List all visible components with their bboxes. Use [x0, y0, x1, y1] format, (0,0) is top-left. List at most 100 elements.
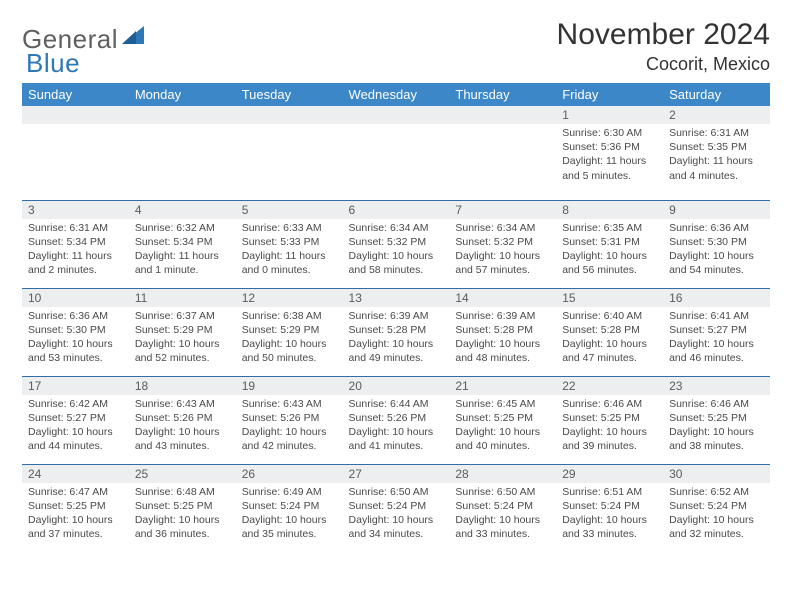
sunset-text: Sunset: 5:27 PM [669, 323, 764, 337]
daylight-text-2: and 44 minutes. [28, 439, 123, 453]
calendar-cell: 9Sunrise: 6:36 AMSunset: 5:30 PMDaylight… [663, 200, 770, 288]
calendar-cell: 6 Sunrise: 6:34 AMSunset: 5:32 PMDaylight… [343, 200, 450, 288]
daylight-text-1: Daylight: 10 hours [669, 513, 764, 527]
daylight-text-1: Daylight: 10 hours [135, 425, 230, 439]
cell-body: Sunrise: 6:51 AMSunset: 5:24 PMDaylight:… [556, 483, 663, 544]
sunset-text: Sunset: 5:24 PM [669, 499, 764, 513]
sunset-text: Sunset: 5:32 PM [349, 235, 444, 249]
day-number: 7 [449, 201, 556, 219]
weekday-saturday: Saturday [663, 83, 770, 106]
daylight-text-2: and 39 minutes. [562, 439, 657, 453]
calendar-cell: 11Sunrise: 6:37 AMSunset: 5:29 PMDayligh… [129, 288, 236, 376]
day-number: 21 [449, 377, 556, 395]
daylight-text-1: Daylight: 10 hours [242, 337, 337, 351]
weekday-thursday: Thursday [449, 83, 556, 106]
daylight-text-1: Daylight: 10 hours [455, 249, 550, 263]
day-number: 29 [556, 465, 663, 483]
title-block: November 2024 Cocorit, Mexico [557, 18, 770, 75]
cell-body: Sunrise: 6:52 AMSunset: 5:24 PMDaylight:… [663, 483, 770, 544]
calendar-cell: 23Sunrise: 6:46 AMSunset: 5:25 PMDayligh… [663, 376, 770, 464]
day-number: 8 [556, 201, 663, 219]
day-number: 9 [663, 201, 770, 219]
cell-body: Sunrise: 6:38 AMSunset: 5:29 PMDaylight:… [236, 307, 343, 368]
weekday-wednesday: Wednesday [343, 83, 450, 106]
cell-body: Sunrise: 6:37 AMSunset: 5:29 PMDaylight:… [129, 307, 236, 368]
daylight-text-2: and 32 minutes. [669, 527, 764, 541]
sunset-text: Sunset: 5:27 PM [28, 411, 123, 425]
sunrise-text: Sunrise: 6:42 AM [28, 397, 123, 411]
daylight-text-2: and 38 minutes. [669, 439, 764, 453]
weekday-row: Sunday Monday Tuesday Wednesday Thursday… [22, 83, 770, 106]
logo-text-blue-wrap: Blue [26, 48, 80, 79]
cell-body: Sunrise: 6:49 AMSunset: 5:24 PMDaylight:… [236, 483, 343, 544]
sunset-text: Sunset: 5:26 PM [135, 411, 230, 425]
day-number: 3 [22, 201, 129, 219]
calendar-cell: 16Sunrise: 6:41 AMSunset: 5:27 PMDayligh… [663, 288, 770, 376]
daylight-text-2: and 50 minutes. [242, 351, 337, 365]
sunset-text: Sunset: 5:34 PM [135, 235, 230, 249]
page: General November 2024 Cocorit, Mexico Bl… [0, 0, 792, 612]
day-number [22, 106, 129, 124]
daylight-text-2: and 36 minutes. [135, 527, 230, 541]
daylight-text-2: and 57 minutes. [455, 263, 550, 277]
daylight-text-1: Daylight: 10 hours [349, 249, 444, 263]
daylight-text-2: and 1 minute. [135, 263, 230, 277]
cell-body: Sunrise: 6:32 AMSunset: 5:34 PMDaylight:… [129, 219, 236, 280]
day-number: 17 [22, 377, 129, 395]
sunrise-text: Sunrise: 6:36 AM [28, 309, 123, 323]
location: Cocorit, Mexico [557, 54, 770, 75]
calendar-grid: Sunday Monday Tuesday Wednesday Thursday… [22, 83, 770, 552]
calendar-cell: 5Sunrise: 6:33 AMSunset: 5:33 PMDaylight… [236, 200, 343, 288]
day-number: 30 [663, 465, 770, 483]
sunset-text: Sunset: 5:30 PM [28, 323, 123, 337]
calendar-row: 1Sunrise: 6:30 AMSunset: 5:36 PMDaylight… [22, 106, 770, 200]
sunset-text: Sunset: 5:24 PM [455, 499, 550, 513]
calendar-cell: 18Sunrise: 6:43 AMSunset: 5:26 PMDayligh… [129, 376, 236, 464]
day-number: 15 [556, 289, 663, 307]
sunrise-text: Sunrise: 6:51 AM [562, 485, 657, 499]
calendar-cell [22, 106, 129, 200]
daylight-text-1: Daylight: 10 hours [455, 513, 550, 527]
cell-body: Sunrise: 6:36 AMSunset: 5:30 PMDaylight:… [22, 307, 129, 368]
calendar-cell: 24Sunrise: 6:47 AMSunset: 5:25 PMDayligh… [22, 464, 129, 552]
calendar-cell: 8Sunrise: 6:35 AMSunset: 5:31 PMDaylight… [556, 200, 663, 288]
calendar-cell: 15Sunrise: 6:40 AMSunset: 5:28 PMDayligh… [556, 288, 663, 376]
calendar-cell: 30Sunrise: 6:52 AMSunset: 5:24 PMDayligh… [663, 464, 770, 552]
sunrise-text: Sunrise: 6:43 AM [242, 397, 337, 411]
cell-body: Sunrise: 6:43 AMSunset: 5:26 PMDaylight:… [129, 395, 236, 456]
daylight-text-1: Daylight: 10 hours [455, 337, 550, 351]
day-number: 12 [236, 289, 343, 307]
sunrise-text: Sunrise: 6:33 AM [242, 221, 337, 235]
daylight-text-1: Daylight: 11 hours [28, 249, 123, 263]
calendar-cell: 3Sunrise: 6:31 AMSunset: 5:34 PMDaylight… [22, 200, 129, 288]
cell-body: Sunrise: 6:33 AMSunset: 5:33 PMDaylight:… [236, 219, 343, 280]
sunrise-text: Sunrise: 6:30 AM [562, 126, 657, 140]
daylight-text-2: and 37 minutes. [28, 527, 123, 541]
day-number: 14 [449, 289, 556, 307]
calendar-cell: 28Sunrise: 6:50 AMSunset: 5:24 PMDayligh… [449, 464, 556, 552]
sunrise-text: Sunrise: 6:34 AM [455, 221, 550, 235]
cell-body: Sunrise: 6:47 AMSunset: 5:25 PMDaylight:… [22, 483, 129, 544]
daylight-text-2: and 49 minutes. [349, 351, 444, 365]
cell-body: Sunrise: 6:46 AMSunset: 5:25 PMDaylight:… [663, 395, 770, 456]
day-number [236, 106, 343, 124]
weekday-friday: Friday [556, 83, 663, 106]
sunset-text: Sunset: 5:28 PM [562, 323, 657, 337]
sunrise-text: Sunrise: 6:40 AM [562, 309, 657, 323]
month-title: November 2024 [557, 18, 770, 52]
day-number: 6 [343, 201, 450, 219]
sunrise-text: Sunrise: 6:46 AM [669, 397, 764, 411]
sunset-text: Sunset: 5:25 PM [562, 411, 657, 425]
day-number: 2 [663, 106, 770, 124]
cell-body: Sunrise: 6:43 AMSunset: 5:26 PMDaylight:… [236, 395, 343, 456]
calendar-cell [343, 106, 450, 200]
day-number [449, 106, 556, 124]
daylight-text-1: Daylight: 10 hours [28, 337, 123, 351]
sunrise-text: Sunrise: 6:34 AM [349, 221, 444, 235]
calendar-cell: 29Sunrise: 6:51 AMSunset: 5:24 PMDayligh… [556, 464, 663, 552]
calendar-cell: 17Sunrise: 6:42 AMSunset: 5:27 PMDayligh… [22, 376, 129, 464]
daylight-text-1: Daylight: 10 hours [242, 425, 337, 439]
sunrise-text: Sunrise: 6:46 AM [562, 397, 657, 411]
weekday-sunday: Sunday [22, 83, 129, 106]
day-number [343, 106, 450, 124]
